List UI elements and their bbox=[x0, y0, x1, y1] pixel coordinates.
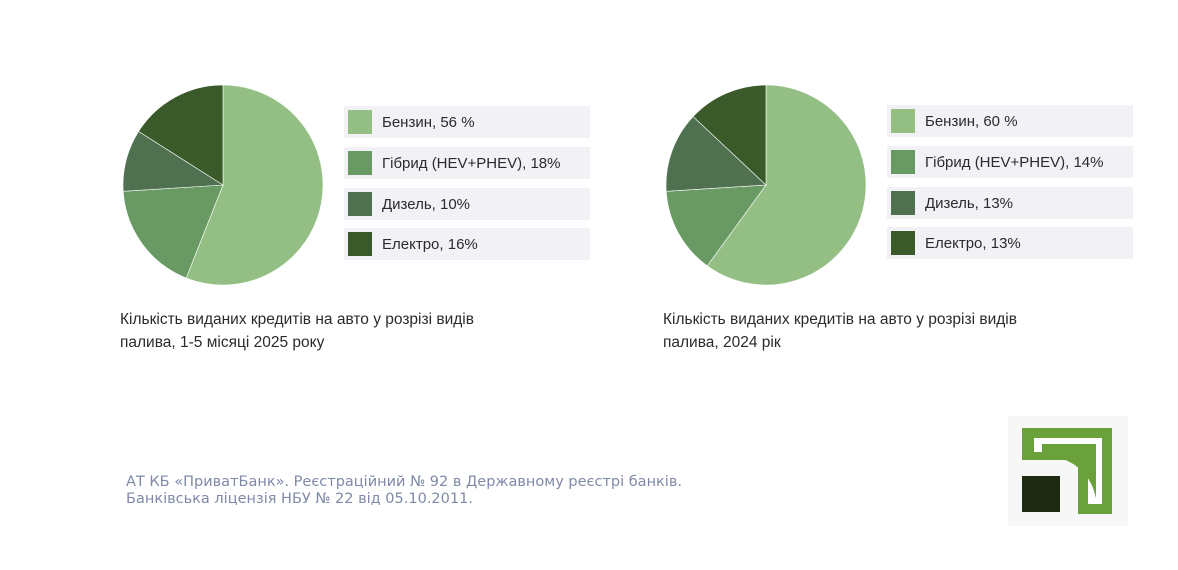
legend-label-0-1: Гібрид (HEV+PHEV), 18% bbox=[382, 154, 561, 172]
pie-slice-1-2 bbox=[665, 116, 767, 192]
legend-item-0-0: Бензин, 56 % bbox=[344, 106, 590, 138]
legend-2024: Бензин, 60 % Гібрид (HEV+PHEV), 14% Дизель… bbox=[887, 105, 1133, 259]
pie-slice-1-3 bbox=[692, 84, 767, 186]
pie-slice-1-1 bbox=[665, 184, 767, 267]
legend-label-1-2: Дизель, 13% bbox=[925, 194, 1014, 212]
legend-swatch-0-2 bbox=[348, 192, 372, 216]
pie-chart-2025 bbox=[122, 84, 324, 286]
legend-item-0-2: Дизель, 10% bbox=[344, 188, 590, 220]
legend-swatch-1-1 bbox=[891, 150, 915, 174]
legend-swatch-0-3 bbox=[348, 232, 372, 256]
footer-line1: АТ КБ «ПриватБанк». Реєстраційний № 92 в… bbox=[126, 474, 682, 490]
caption-2024-line2: палива, 2024 рік bbox=[663, 334, 781, 351]
legend-item-1-1: Гібрид (HEV+PHEV), 14% bbox=[887, 146, 1133, 178]
legend-item-0-3: Електро, 16% bbox=[344, 228, 590, 260]
privatbank-logo-icon bbox=[1008, 416, 1128, 526]
legend-item-1-2: Дизель, 13% bbox=[887, 187, 1133, 219]
legend-item-1-3: Електро, 13% bbox=[887, 227, 1133, 259]
legend-swatch-1-3 bbox=[891, 231, 915, 255]
pie-slice-0-3 bbox=[138, 84, 224, 186]
pie-slice-1-0 bbox=[706, 84, 867, 286]
pie-slice-0-1 bbox=[122, 184, 224, 279]
pie-slice-0-0 bbox=[185, 84, 324, 286]
caption-2024-line1: Кількість виданих кредитів на авто у роз… bbox=[663, 311, 1017, 328]
legend-label-1-0: Бензин, 60 % bbox=[925, 112, 1018, 130]
legend-label-0-3: Електро, 16% bbox=[382, 235, 478, 253]
legend-swatch-1-2 bbox=[891, 191, 915, 215]
legend-label-0-2: Дизель, 10% bbox=[382, 195, 471, 213]
legend-item-0-1: Гібрид (HEV+PHEV), 18% bbox=[344, 147, 590, 179]
pie-chart-2024 bbox=[665, 84, 867, 286]
legend-label-0-0: Бензин, 56 % bbox=[382, 113, 475, 131]
caption-2025: Кількість виданих кредитів на авто у роз… bbox=[120, 308, 570, 354]
legend-swatch-1-0 bbox=[891, 109, 915, 133]
legend-label-1-3: Електро, 13% bbox=[925, 234, 1021, 252]
caption-2025-line1: Кількість виданих кредитів на авто у роз… bbox=[120, 311, 474, 328]
caption-2025-line2: палива, 1-5 місяці 2025 року bbox=[120, 334, 325, 351]
footer-line2: Банківська ліцензія НБУ № 22 від 05.10.2… bbox=[126, 491, 473, 507]
footer-legal-text: АТ КБ «ПриватБанк». Реєстраційний № 92 в… bbox=[126, 474, 682, 508]
legend-item-1-0: Бензин, 60 % bbox=[887, 105, 1133, 137]
legend-label-1-1: Гібрид (HEV+PHEV), 14% bbox=[925, 153, 1104, 171]
legend-swatch-0-1 bbox=[348, 151, 372, 175]
caption-2024: Кількість виданих кредитів на авто у роз… bbox=[663, 308, 1113, 354]
legend-2025: Бензин, 56 % Гібрид (HEV+PHEV), 18% Дизель… bbox=[344, 106, 590, 260]
legend-swatch-0-0 bbox=[348, 110, 372, 134]
